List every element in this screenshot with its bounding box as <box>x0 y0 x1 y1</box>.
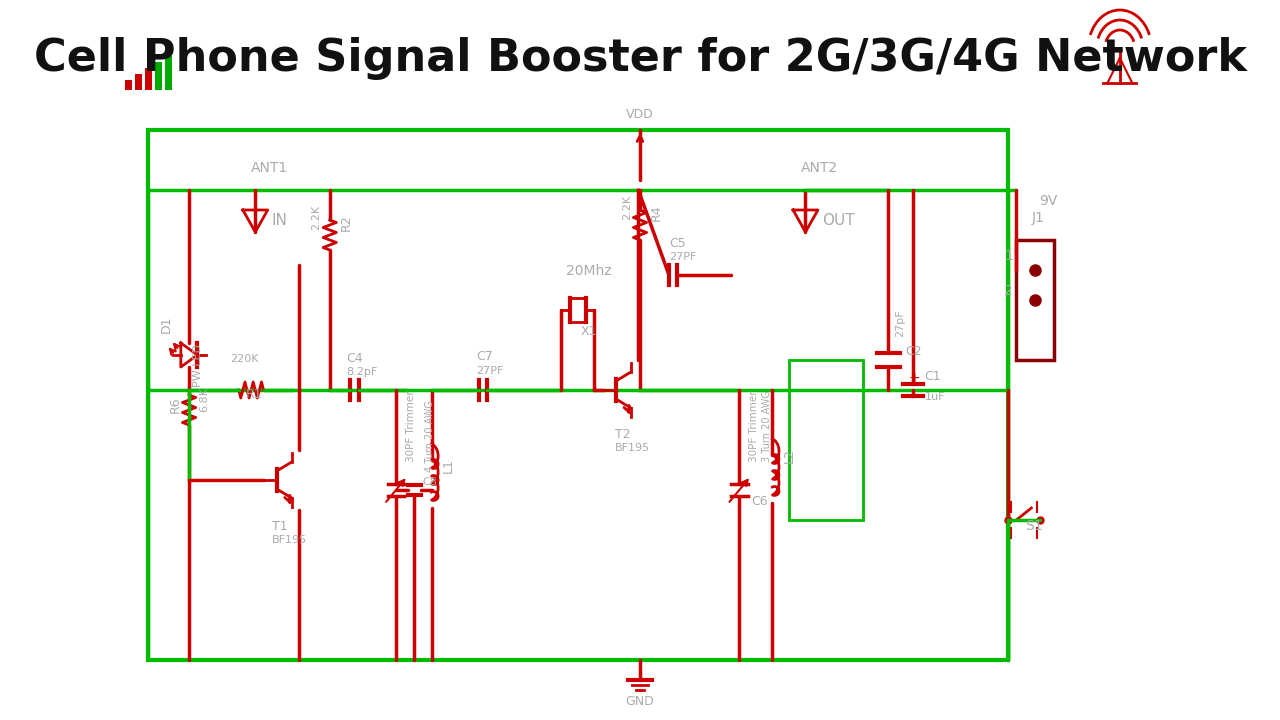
Text: X1: X1 <box>580 325 596 338</box>
Bar <box>136 74 142 90</box>
Text: 2: 2 <box>1004 284 1012 298</box>
Text: 30PF Trimmer: 30PF Trimmer <box>406 390 416 462</box>
Text: 3 Turn 20 AWG: 3 Turn 20 AWG <box>763 390 772 462</box>
Text: 2.2K: 2.2K <box>622 195 632 220</box>
Text: D1: D1 <box>160 315 173 333</box>
Text: 6.8K: 6.8K <box>198 387 209 412</box>
Text: L2: L2 <box>782 448 795 463</box>
Text: C6: C6 <box>751 495 768 508</box>
Text: BF195: BF195 <box>271 535 307 545</box>
Bar <box>145 68 152 90</box>
Text: L1: L1 <box>442 458 454 473</box>
Text: 220K: 220K <box>230 354 259 364</box>
Bar <box>155 62 161 90</box>
Text: C5: C5 <box>669 237 686 250</box>
Text: 8.2pF: 8.2pF <box>347 367 378 377</box>
Bar <box>788 360 864 520</box>
Text: 9V: 9V <box>1039 194 1059 208</box>
Text: R6: R6 <box>169 397 182 413</box>
Text: IN: IN <box>271 213 288 228</box>
Bar <box>165 56 172 90</box>
Text: 1: 1 <box>1004 249 1012 263</box>
Text: S1: S1 <box>1025 519 1042 533</box>
Text: +: + <box>909 371 920 385</box>
Text: GND: GND <box>626 695 654 708</box>
Text: T1: T1 <box>271 520 288 533</box>
Bar <box>570 298 586 322</box>
Text: 27PF: 27PF <box>669 252 696 262</box>
Text: C1: C1 <box>924 370 941 383</box>
Text: T2: T2 <box>616 428 631 441</box>
Text: VDD: VDD <box>626 108 654 121</box>
Text: 4 Turn 20 AWG: 4 Turn 20 AWG <box>425 400 435 472</box>
Text: J1: J1 <box>1032 211 1044 225</box>
Text: R4: R4 <box>650 204 663 221</box>
Text: 1uF: 1uF <box>924 392 945 402</box>
Text: C8: C8 <box>422 477 438 487</box>
Text: 2.2K: 2.2K <box>311 205 321 230</box>
Text: ANT2: ANT2 <box>801 161 838 175</box>
Text: 27pF: 27pF <box>895 310 905 337</box>
Text: PW LED: PW LED <box>193 344 204 387</box>
Text: OUT: OUT <box>822 213 855 228</box>
Bar <box>1016 240 1053 360</box>
Text: BF195: BF195 <box>616 443 650 453</box>
Text: R1: R1 <box>246 388 262 401</box>
Text: C2: C2 <box>905 345 922 358</box>
Bar <box>125 80 132 90</box>
Text: R2: R2 <box>339 215 353 231</box>
Text: 27PF: 27PF <box>476 366 503 376</box>
Text: 30PF Trimmer: 30PF Trimmer <box>749 390 759 462</box>
Text: ANT1: ANT1 <box>251 161 288 175</box>
Text: C4: C4 <box>347 352 364 365</box>
Bar <box>147 130 1009 660</box>
Text: C7: C7 <box>476 350 493 363</box>
Text: 20Mhz: 20Mhz <box>566 264 611 278</box>
Text: Cell Phone Signal Booster for 2G/3G/4G Network: Cell Phone Signal Booster for 2G/3G/4G N… <box>33 37 1247 79</box>
